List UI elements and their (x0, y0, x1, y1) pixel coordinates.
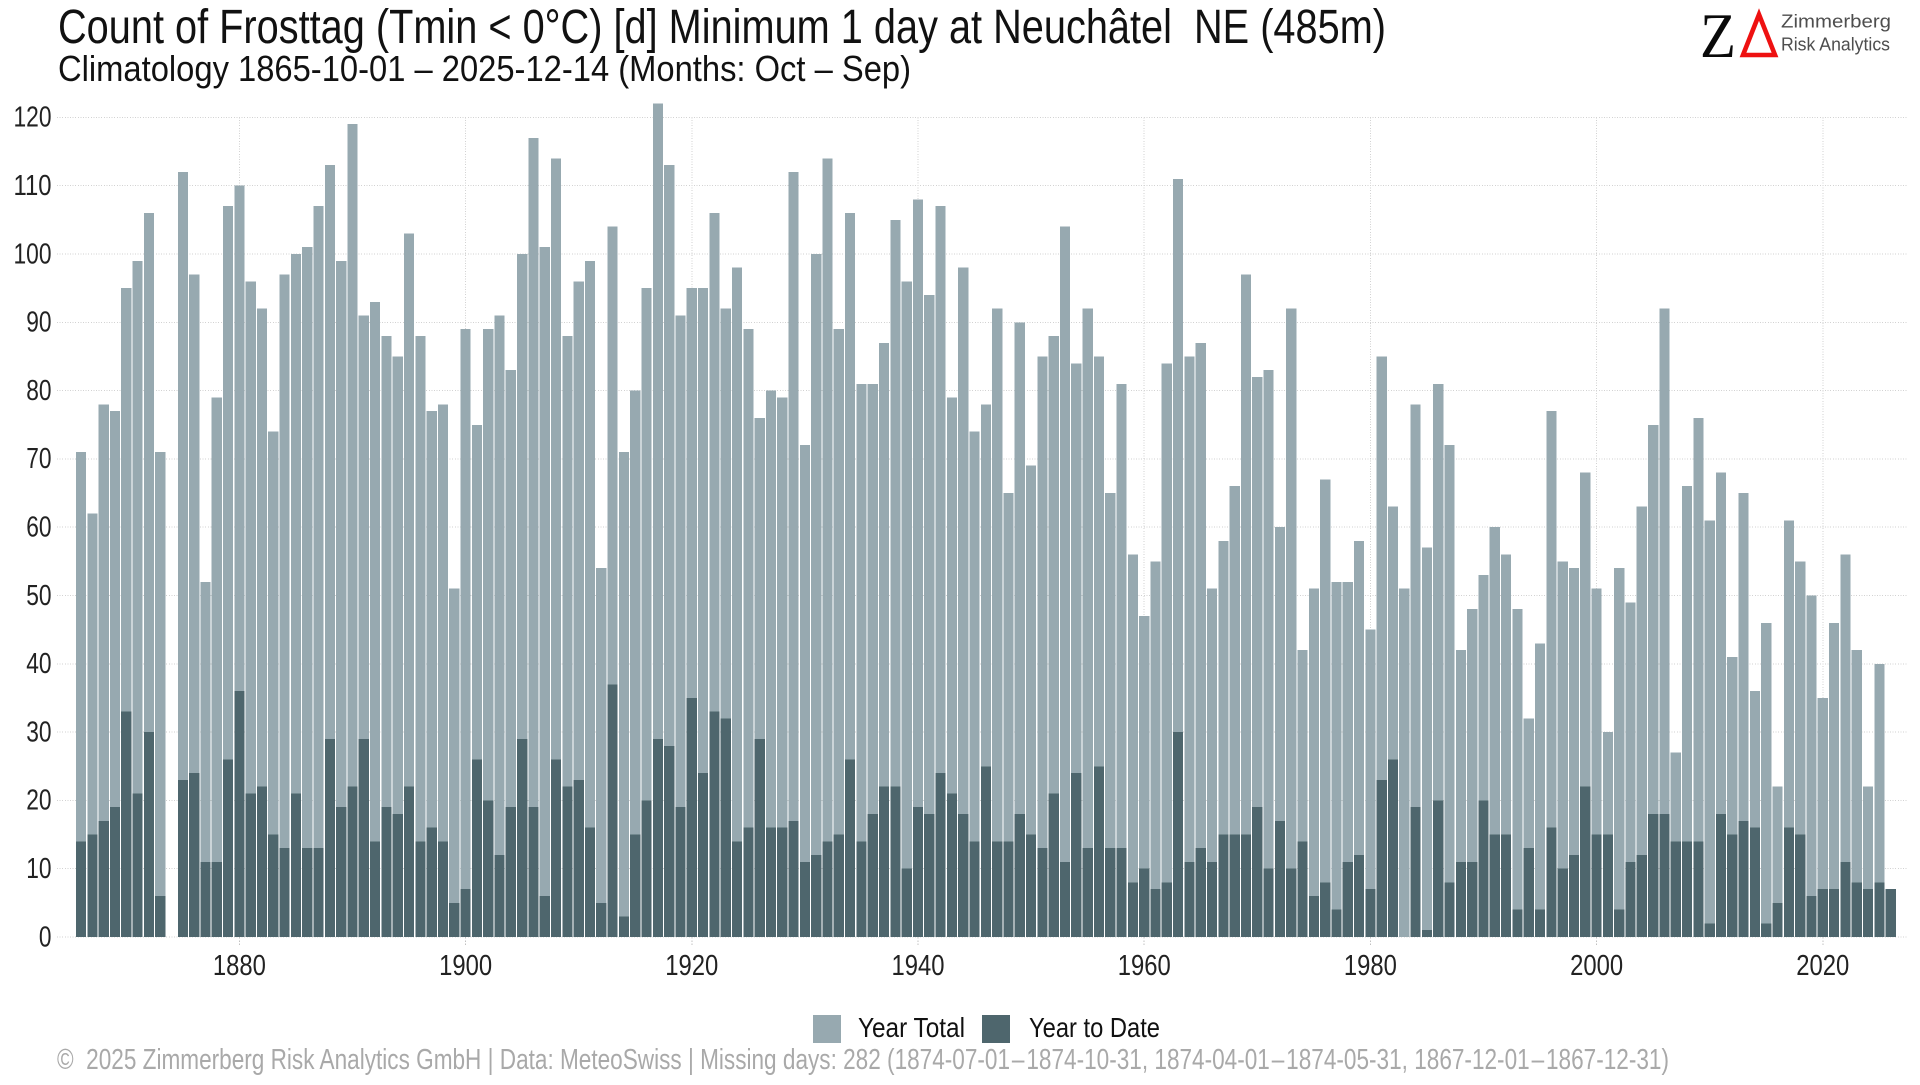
svg-text:70: 70 (26, 443, 51, 475)
svg-text:Year to Date: Year to Date (1029, 1012, 1160, 1043)
svg-text:100: 100 (14, 238, 52, 270)
svg-text:1980: 1980 (1344, 950, 1397, 982)
svg-text:60: 60 (26, 512, 51, 544)
svg-text:1920: 1920 (665, 950, 718, 982)
svg-text:10: 10 (26, 853, 51, 885)
svg-text:0: 0 (39, 921, 52, 953)
svg-text:1960: 1960 (1118, 950, 1171, 982)
svg-text:1880: 1880 (213, 950, 266, 982)
svg-text:90: 90 (26, 307, 51, 339)
svg-text:© 2025 Zimmerberg Risk Analyt: © 2025 Zimmerberg Risk Analytics GmbH | … (57, 1044, 1669, 1076)
svg-text:Risk Analytics: Risk Analytics (1781, 35, 1890, 55)
svg-text:110: 110 (14, 170, 52, 202)
svg-text:30: 30 (26, 716, 51, 748)
svg-text:2000: 2000 (1570, 950, 1623, 982)
svg-text:2020: 2020 (1796, 950, 1849, 982)
svg-text:1940: 1940 (892, 950, 945, 982)
svg-text:Count of Frosttag (Tmin < 0°C): Count of Frosttag (Tmin < 0°C) [d] Minim… (58, 1, 1386, 54)
svg-text:Zimmerberg: Zimmerberg (1781, 12, 1891, 32)
svg-text:80: 80 (26, 375, 51, 407)
svg-text:120: 120 (14, 102, 52, 134)
svg-text:Year Total: Year Total (858, 1012, 965, 1043)
svg-text:20: 20 (26, 785, 51, 817)
svg-text:Climatology 1865-10-01 – 2025-: Climatology 1865-10-01 – 2025-12-14 (Mon… (58, 48, 911, 89)
svg-text:1900: 1900 (439, 950, 492, 982)
svg-text:40: 40 (26, 648, 51, 680)
svg-text:Z: Z (1700, 0, 1736, 71)
svg-text:50: 50 (26, 580, 51, 612)
